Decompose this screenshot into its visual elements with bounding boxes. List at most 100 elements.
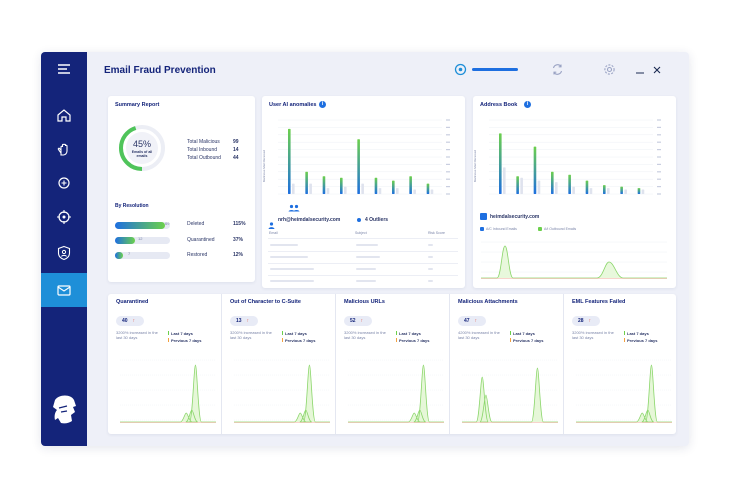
bar (499, 133, 502, 194)
metric-panel: Out of Character to C-Suite 13 ↑ 3200% incr… (222, 294, 335, 434)
page-title: Email Fraud Prevention (104, 65, 216, 76)
sidebar (41, 52, 87, 446)
trend-area (462, 367, 558, 423)
card-title: User AI anomalies (269, 102, 317, 108)
tick-mark (657, 126, 661, 128)
count-value: 52 (350, 318, 356, 324)
bar (641, 189, 645, 194)
bar (392, 180, 395, 194)
email-shield-icon[interactable] (41, 273, 87, 307)
increase-text: 4200% increased in the last 30 days (458, 330, 500, 340)
outlier-dot (357, 218, 361, 222)
table-row[interactable] (268, 277, 458, 285)
logo-icon (47, 392, 81, 428)
legend-swatch (510, 338, 511, 342)
resolution-label: Quarantined (187, 237, 215, 243)
count-value: 47 (464, 318, 470, 324)
trend-chart (234, 359, 330, 423)
summary-report-card: Summary Report 45% Emails of all emails … (108, 96, 255, 282)
arrow-up-icon: ↑ (360, 318, 364, 324)
arrow-up-icon: ↑ (246, 318, 250, 324)
info-icon[interactable]: i (319, 101, 326, 108)
trend-chart (348, 359, 444, 423)
stat-value: 44 (233, 155, 239, 161)
bar (361, 183, 364, 194)
count-badge: 40 ↑ (116, 316, 144, 326)
panel-divider (335, 294, 336, 434)
stat-label: Total Outbound (187, 155, 221, 161)
close-icon[interactable] (652, 63, 662, 75)
tick-mark (446, 186, 450, 188)
tick-mark (657, 193, 661, 195)
scan-progress-bar (472, 68, 518, 71)
tick-mark (657, 171, 661, 173)
outliers-count: 4 Outliers (365, 217, 389, 223)
metric-panel: Malicious Attachments 47 ↑ 4200% increased … (450, 294, 563, 434)
bar (516, 176, 519, 194)
trend-chart (462, 359, 558, 423)
users-icon[interactable] (288, 199, 300, 212)
legend-swatch (624, 338, 625, 342)
domain-email[interactable]: heimdalsecurity.com (490, 214, 540, 220)
stat-value: 14 (233, 147, 239, 153)
tick-mark (657, 163, 661, 165)
anomalies-bar-chart (278, 119, 450, 195)
y-axis-label: Malicious Mail Received (262, 149, 267, 183)
trend-area (576, 364, 672, 423)
legend-swatch (396, 338, 397, 342)
bar (551, 171, 554, 194)
count-badge: 47 ↑ (458, 316, 486, 326)
target-icon[interactable] (41, 200, 87, 234)
bar (624, 189, 627, 194)
trend-chart (576, 359, 672, 423)
tick-mark (657, 134, 661, 136)
y-axis-label: Malicious Mail Received (473, 149, 478, 183)
table-divider (268, 238, 458, 239)
tick-mark (657, 156, 661, 158)
hand-icon[interactable] (41, 132, 87, 166)
bar (309, 183, 312, 194)
info-icon[interactable]: i (524, 101, 531, 108)
resolution-bar (115, 252, 170, 259)
menu-icon[interactable] (41, 52, 87, 86)
home-icon[interactable] (41, 98, 87, 132)
table-row[interactable] (268, 265, 458, 273)
legend-label: Last 7 days (171, 331, 193, 336)
panel-title: EML Features Failed (572, 299, 626, 305)
bar (568, 174, 571, 194)
bar (520, 177, 523, 194)
legend-label: Previous 7 days (171, 338, 202, 343)
bar (357, 139, 360, 194)
scan-icon[interactable] (454, 63, 467, 76)
bar (503, 167, 506, 194)
bar (413, 189, 416, 194)
resolution-count: 12 (138, 236, 143, 241)
legend-label: A/C Inbound Emails (486, 227, 517, 231)
user-email[interactable]: nrh@heimdalsecurity.com (278, 217, 341, 223)
header: Email Fraud Prevention (87, 52, 689, 90)
legend-label: Previous 7 days (285, 338, 316, 343)
legend-label: Last 7 days (285, 331, 307, 336)
resolution-percent: 37% (233, 237, 244, 243)
legend-label: Previous 7 days (627, 338, 658, 343)
table-row[interactable] (268, 241, 458, 249)
tick-mark (657, 119, 661, 121)
table-divider (268, 263, 458, 264)
address-book-card: Address Book i Malicious Mail Received h… (473, 96, 676, 288)
table-header-email: Email (269, 231, 278, 235)
minimize-icon[interactable] (635, 63, 645, 75)
sync-icon[interactable] (551, 63, 564, 76)
tick-mark (446, 141, 450, 143)
donut-caption: Emails of all emails (131, 150, 153, 158)
count-value: 40 (122, 318, 128, 324)
panel-title: Quarantined (116, 299, 149, 305)
resolution-label: Deleted (187, 221, 205, 227)
count-value: 28 (578, 318, 584, 324)
table-row[interactable] (268, 253, 458, 261)
virus-icon[interactable] (41, 166, 87, 200)
legend-label: Last 7 days (399, 331, 421, 336)
shield-user-icon[interactable] (41, 236, 87, 270)
settings-icon[interactable] (603, 63, 616, 76)
panel-title: Malicious URLs (344, 299, 385, 305)
resolution-bar-fill (115, 252, 123, 259)
